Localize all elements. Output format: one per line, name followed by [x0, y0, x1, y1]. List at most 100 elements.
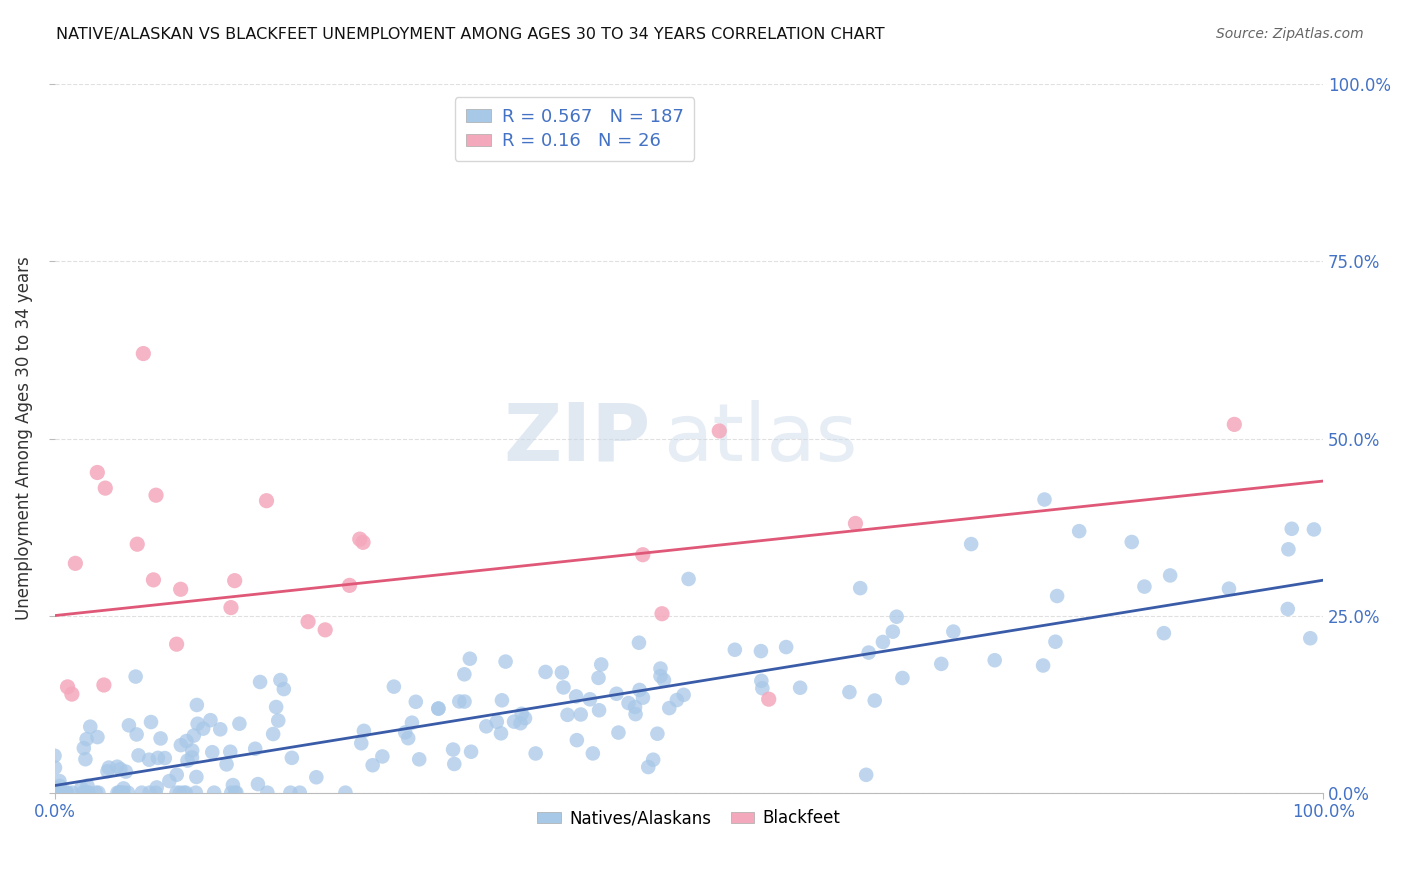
- Point: [1033, 492, 1056, 507]
- Point: [201, 745, 224, 759]
- Point: [582, 747, 605, 761]
- Point: [491, 693, 513, 707]
- Point: [56, 786, 79, 800]
- Point: [145, 488, 167, 502]
- Point: [76, 779, 98, 793]
- Point: [181, 743, 204, 757]
- Point: [510, 706, 533, 721]
- Point: [73, 741, 96, 756]
- Point: [838, 685, 860, 699]
- Point: [87, 786, 110, 800]
- Point: [79, 720, 101, 734]
- Point: [176, 754, 198, 768]
- Point: [221, 786, 243, 800]
- Point: [94, 481, 117, 495]
- Point: [267, 714, 290, 728]
- Point: [643, 753, 665, 767]
- Point: [789, 681, 811, 695]
- Point: [565, 733, 588, 747]
- Legend: Natives/Alaskans, Blackfeet: Natives/Alaskans, Blackfeet: [530, 803, 846, 834]
- Point: [624, 707, 647, 722]
- Point: [262, 727, 284, 741]
- Point: [202, 786, 225, 800]
- Point: [350, 736, 373, 750]
- Point: [245, 741, 267, 756]
- Point: [557, 707, 579, 722]
- Point: [1223, 417, 1246, 432]
- Point: [48, 774, 70, 789]
- Point: [72, 786, 94, 800]
- Point: [288, 786, 311, 800]
- Point: [855, 768, 877, 782]
- Point: [588, 671, 610, 685]
- Point: [1299, 632, 1322, 646]
- Point: [624, 700, 647, 714]
- Point: [191, 722, 214, 736]
- Point: [181, 750, 204, 764]
- Point: [77, 786, 100, 800]
- Point: [1159, 568, 1181, 582]
- Point: [112, 781, 135, 796]
- Point: [65, 557, 87, 571]
- Point: [844, 516, 866, 531]
- Text: atlas: atlas: [664, 400, 858, 477]
- Point: [650, 661, 672, 675]
- Point: [339, 578, 361, 592]
- Point: [132, 346, 155, 360]
- Point: [224, 786, 246, 800]
- Point: [249, 675, 271, 690]
- Point: [256, 786, 278, 800]
- Point: [117, 786, 139, 800]
- Point: [579, 692, 602, 706]
- Point: [314, 623, 336, 637]
- Point: [371, 749, 394, 764]
- Point: [131, 786, 153, 800]
- Point: [219, 600, 242, 615]
- Point: [651, 607, 673, 621]
- Point: [200, 713, 222, 727]
- Point: [166, 637, 188, 651]
- Point: [128, 748, 150, 763]
- Point: [1153, 626, 1175, 640]
- Point: [219, 745, 242, 759]
- Point: [858, 646, 880, 660]
- Point: [52, 786, 75, 800]
- Point: [553, 681, 575, 695]
- Point: [273, 682, 295, 697]
- Point: [335, 786, 357, 800]
- Point: [647, 727, 669, 741]
- Point: [280, 786, 302, 800]
- Point: [55, 786, 77, 800]
- Point: [1046, 589, 1069, 603]
- Text: ZIP: ZIP: [503, 400, 651, 477]
- Point: [863, 693, 886, 707]
- Point: [111, 786, 134, 800]
- Point: [186, 770, 208, 784]
- Point: [489, 726, 512, 740]
- Point: [1032, 658, 1054, 673]
- Point: [672, 688, 695, 702]
- Point: [534, 665, 557, 679]
- Point: [524, 747, 547, 761]
- Point: [443, 756, 465, 771]
- Point: [70, 780, 93, 795]
- Point: [149, 731, 172, 746]
- Point: [353, 723, 375, 738]
- Point: [627, 636, 650, 650]
- Point: [166, 786, 188, 800]
- Point: [749, 673, 772, 688]
- Point: [513, 711, 536, 725]
- Point: [551, 665, 574, 680]
- Point: [983, 653, 1005, 667]
- Point: [751, 681, 773, 696]
- Point: [146, 751, 169, 765]
- Point: [111, 786, 134, 800]
- Point: [256, 493, 278, 508]
- Point: [166, 768, 188, 782]
- Point: [153, 751, 176, 765]
- Point: [458, 651, 481, 665]
- Point: [588, 703, 610, 717]
- Point: [485, 714, 508, 729]
- Point: [652, 673, 675, 687]
- Point: [929, 657, 952, 671]
